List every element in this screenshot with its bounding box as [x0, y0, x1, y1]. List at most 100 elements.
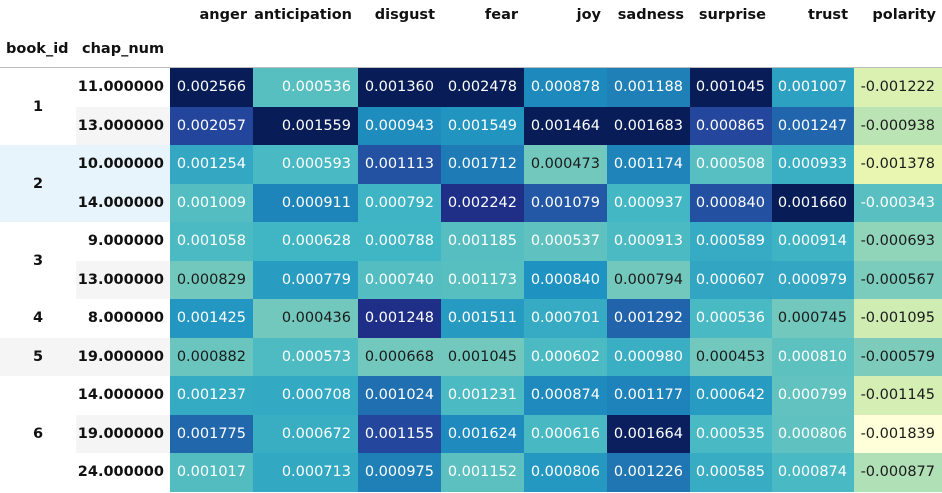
value-cell-trust: 0.000874 [772, 453, 854, 492]
value-cell-surprise: 0.000865 [690, 106, 772, 145]
chap-num-cell: 19.000000 [76, 414, 170, 453]
value-cell-anger: 0.000829 [170, 260, 253, 299]
table-row: 1 11.000000 0.002566 0.000536 0.001360 0.0024… [0, 67, 942, 145]
chap-num-cell: 24.000000 [76, 453, 170, 492]
value-cell-anger: 0.001058 [170, 222, 253, 261]
column-header-polarity: polarity [872, 7, 936, 23]
column-header-joy: joy [576, 7, 601, 23]
value-cell-disgust: 0.001248 [358, 299, 441, 338]
value-cell-fear: 0.001152 [441, 453, 524, 492]
value-cell-polarity: -0.000567 [854, 260, 942, 299]
chap-num-cell: 14.000000 [76, 183, 170, 222]
value-cell-surprise: 0.000508 [690, 145, 772, 184]
value-cell-disgust: 0.000792 [358, 183, 441, 222]
value-cell-anticipation: 0.000573 [253, 337, 358, 376]
chap-num-cell: 13.000000 [76, 260, 170, 299]
book-id-cell: 5 [0, 337, 76, 376]
value-cell-trust: 0.000806 [772, 414, 854, 453]
value-cell-fear: 0.001231 [441, 376, 524, 415]
index-name-chap-num: chap_num [76, 30, 170, 68]
value-cell-trust: 0.001247 [772, 106, 854, 145]
chap-num-cell: 8.000000 [76, 299, 170, 338]
value-cell-trust: 0.000745 [772, 299, 854, 338]
value-cell-fear: 0.001624 [441, 414, 524, 453]
value-cell-anger: 0.001775 [170, 414, 253, 453]
value-cell-anticipation: 0.000628 [253, 222, 358, 261]
value-cell-anger: 0.002057 [170, 106, 253, 145]
value-cell-joy: 0.000878 [524, 67, 607, 107]
column-header-fear: fear [484, 7, 518, 23]
value-cell-anticipation: 0.000436 [253, 299, 358, 338]
value-cell-fear: 0.001549 [441, 106, 524, 145]
value-cell-polarity: -0.000579 [854, 337, 942, 376]
index-name-book-id: book_id [0, 30, 76, 68]
value-cell-fear: 0.002478 [441, 67, 524, 107]
value-cell-fear: 0.001173 [441, 260, 524, 299]
corner-blank [0, 0, 76, 30]
value-cell-trust: 0.000979 [772, 260, 854, 299]
table-row: 13.000000 0.000829 0.000779 0.000740 0.00117… [0, 260, 942, 299]
value-cell-anticipation: 0.000708 [253, 376, 358, 415]
value-cell-surprise: 0.000453 [690, 337, 772, 376]
value-cell-polarity: -0.000938 [854, 106, 942, 145]
value-cell-anticipation: 0.000779 [253, 260, 358, 299]
table-row: 4 8.000000 0.001425 0.000436 0.001248 0.00151… [0, 299, 942, 338]
value-cell-anticipation: 0.000713 [253, 453, 358, 492]
value-cell-polarity: -0.001145 [854, 376, 942, 415]
value-cell-joy: 0.000701 [524, 299, 607, 338]
value-cell-sadness: 0.001174 [607, 145, 690, 184]
value-cell-sadness: 0.000980 [607, 337, 690, 376]
table-body: 1 11.000000 0.002566 0.000536 0.001360 0.0024… [0, 67, 942, 492]
corner-blank [76, 0, 170, 30]
value-cell-sadness: 0.001292 [607, 299, 690, 338]
value-cell-surprise: 0.000535 [690, 414, 772, 453]
value-cell-polarity: -0.001378 [854, 145, 942, 184]
value-cell-polarity: -0.001222 [854, 67, 942, 107]
value-cell-sadness: 0.000794 [607, 260, 690, 299]
book-id-cell: 1 [0, 67, 76, 145]
book-id-cell: 3 [0, 222, 76, 299]
index-names-filler [170, 30, 942, 68]
value-cell-disgust: 0.000975 [358, 453, 441, 492]
value-cell-joy: 0.000537 [524, 222, 607, 261]
value-cell-joy: 0.000602 [524, 337, 607, 376]
value-cell-fear: 0.001511 [441, 299, 524, 338]
value-cell-anticipation: 0.000672 [253, 414, 358, 453]
value-cell-trust: 0.001007 [772, 67, 854, 107]
value-cell-polarity: -0.000877 [854, 453, 942, 492]
value-cell-anticipation: 0.000593 [253, 145, 358, 184]
value-cell-joy: 0.000874 [524, 376, 607, 415]
value-cell-joy: 0.001079 [524, 183, 607, 222]
value-cell-sadness: 0.001683 [607, 106, 690, 145]
value-cell-surprise: 0.000589 [690, 222, 772, 261]
value-cell-polarity: -0.000343 [854, 183, 942, 222]
value-cell-polarity: -0.000693 [854, 222, 942, 261]
book-id-cell: 2 [0, 145, 76, 222]
value-cell-fear: 0.001185 [441, 222, 524, 261]
chap-num-cell: 14.000000 [76, 376, 170, 415]
value-cell-anger: 0.001009 [170, 183, 253, 222]
value-cell-disgust: 0.000943 [358, 106, 441, 145]
value-cell-joy: 0.000473 [524, 145, 607, 184]
value-cell-fear: 0.001045 [441, 337, 524, 376]
chap-num-cell: 13.000000 [76, 106, 170, 145]
value-cell-trust: 0.000933 [772, 145, 854, 184]
value-cell-anticipation: 0.000536 [253, 67, 358, 107]
value-cell-disgust: 0.000788 [358, 222, 441, 261]
value-cell-surprise: 0.000607 [690, 260, 772, 299]
value-cell-anger: 0.000882 [170, 337, 253, 376]
value-cell-disgust: 0.001360 [358, 67, 441, 107]
value-cell-sadness: 0.001664 [607, 414, 690, 453]
value-cell-surprise: 0.000536 [690, 299, 772, 338]
table-row: 6 14.000000 0.001237 0.000708 0.001024 0.0012… [0, 376, 942, 492]
value-cell-anticipation: 0.001559 [253, 106, 358, 145]
value-cell-anticipation: 0.000911 [253, 183, 358, 222]
book-id-cell: 6 [0, 376, 76, 492]
value-cell-joy: 0.000616 [524, 414, 607, 453]
book-id-cell: 4 [0, 299, 76, 338]
table-row: 2 10.000000 0.001254 0.000593 0.001113 0.0017… [0, 145, 942, 222]
value-cell-surprise: 0.000585 [690, 453, 772, 492]
table-row: 3 9.000000 0.001058 0.000628 0.000788 0.00118… [0, 222, 942, 299]
